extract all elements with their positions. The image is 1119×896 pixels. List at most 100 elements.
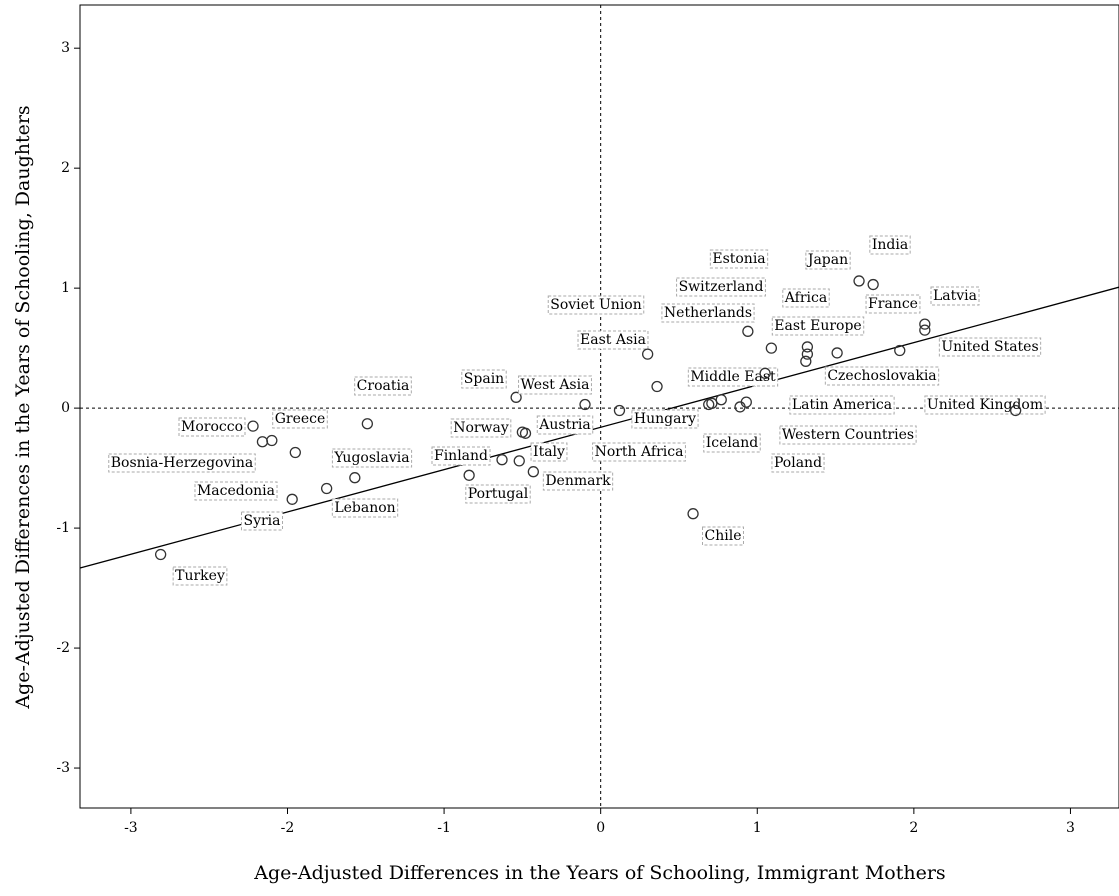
point [361, 418, 373, 430]
point [463, 469, 475, 481]
point-label: Latin America [792, 397, 892, 413]
point [286, 493, 298, 505]
point-label: Iceland [706, 435, 758, 451]
label-box [178, 417, 246, 437]
point [919, 324, 931, 336]
point-label: Soviet Union [550, 297, 642, 313]
label-box [465, 484, 531, 504]
point-label: Western Countries [782, 427, 914, 443]
label-box [703, 433, 761, 453]
label-box [518, 375, 592, 395]
x-tick-label: -2 [281, 820, 295, 836]
x-tick-label: 0 [596, 820, 605, 836]
point-label: Finland [434, 448, 488, 464]
label-box [108, 453, 256, 473]
point-label: Croatia [357, 378, 410, 394]
point-label: Netherlands [664, 305, 752, 321]
y-tick-label: 3 [61, 40, 70, 56]
point-label: Denmark [545, 473, 611, 489]
point [801, 341, 814, 353]
label-box [702, 526, 744, 546]
point-label: Portugal [468, 486, 529, 502]
point [519, 427, 532, 439]
point-label: Norway [453, 420, 509, 436]
label-box [530, 442, 568, 462]
point [831, 347, 843, 359]
label-box [431, 446, 491, 466]
label-box [542, 471, 614, 491]
point [266, 434, 278, 447]
label-box [869, 235, 911, 255]
point [742, 325, 754, 337]
point-label: Turkey [175, 568, 225, 584]
point-label: Greece [275, 411, 326, 427]
point-label: Macedonia [197, 483, 275, 499]
point [706, 397, 718, 409]
y-tick-label: 1 [61, 280, 70, 296]
point-label: Middle East [690, 369, 776, 385]
y-tick-label: -1 [56, 520, 70, 536]
label-box [661, 303, 755, 323]
label-box [172, 566, 228, 586]
y-axis-title: Age-Adjusted Differences in the Years of… [12, 105, 34, 709]
point [510, 391, 522, 403]
label-box [709, 249, 769, 269]
point [642, 348, 654, 360]
point [801, 348, 814, 360]
x-tick-label: -1 [437, 820, 451, 836]
label-box [450, 418, 512, 438]
point-label: Estonia [712, 251, 765, 267]
label-box [331, 448, 413, 468]
point-label: Syria [243, 513, 280, 529]
label-box [194, 481, 278, 501]
point [867, 278, 879, 291]
label-box [865, 294, 921, 314]
label-box [687, 367, 779, 387]
point-label: France [868, 296, 918, 312]
x-tick-label: 3 [1066, 820, 1075, 836]
label-box [771, 453, 825, 473]
point [496, 454, 508, 466]
point-label: Italy [533, 444, 565, 460]
label-box [547, 295, 645, 315]
point [800, 355, 812, 367]
point [320, 482, 333, 495]
label-box [354, 376, 412, 396]
point [247, 420, 259, 432]
x-tick-label: 1 [753, 820, 762, 836]
point-label: Czechoslovakia [827, 368, 936, 384]
point-label: Spain [464, 371, 504, 387]
point [651, 380, 663, 393]
point [759, 367, 771, 379]
point [765, 342, 778, 354]
point-label: North Africa [595, 444, 684, 460]
point-label: Latvia [933, 288, 977, 304]
x-tick-label: -3 [124, 820, 138, 836]
point [613, 404, 626, 417]
point-label: West Asia [521, 377, 590, 393]
label-box [824, 366, 940, 386]
label-box [676, 277, 766, 297]
point [919, 318, 931, 330]
point [256, 436, 269, 448]
point [715, 394, 727, 406]
point-label: Switzerland [679, 279, 764, 295]
point [527, 466, 539, 478]
point-label: Yugoslavia [333, 450, 409, 466]
label-box [592, 442, 686, 462]
point [513, 455, 525, 467]
label-box [805, 250, 851, 270]
point-label: Bosnia-Herzegovina [111, 455, 253, 471]
x-tick-label: 2 [909, 820, 918, 836]
point-label: Africa [784, 290, 827, 306]
point-label: East Europe [774, 318, 861, 334]
label-box [272, 409, 328, 429]
point-label: East Asia [580, 332, 646, 348]
plot-frame [79, 4, 1119, 809]
point-label: Chile [705, 528, 742, 544]
label-box [938, 337, 1042, 357]
point-label: Morocco [181, 419, 243, 435]
point-label: Japan [806, 252, 848, 268]
label-box [771, 316, 865, 336]
